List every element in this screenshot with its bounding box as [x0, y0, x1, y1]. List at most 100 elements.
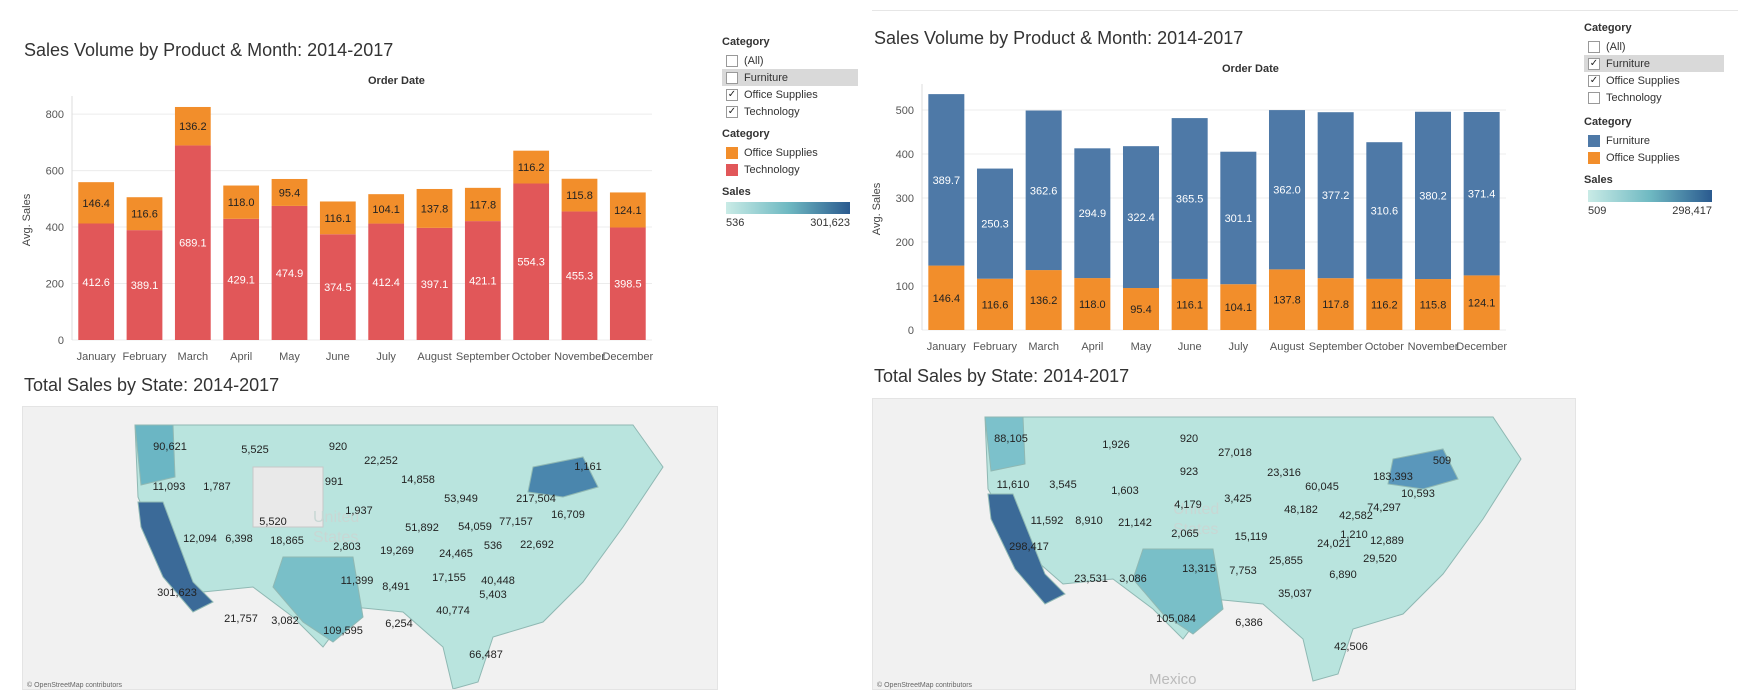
bar-segment-furniture[interactable]: [1074, 148, 1111, 279]
state-value-ut[interactable]: 6,398: [225, 533, 253, 545]
bar-segment-furniture[interactable]: [1122, 146, 1160, 289]
state-value-ny[interactable]: 217,504: [516, 493, 556, 505]
state-value-ks[interactable]: 2,803: [333, 541, 361, 553]
state-value-ca[interactable]: 301,623: [157, 587, 197, 599]
bar-segment-office-supplies[interactable]: [1317, 278, 1354, 330]
state-value-al[interactable]: 35,037: [1278, 588, 1312, 600]
bar-segment-technology[interactable]: [174, 145, 211, 340]
state-value-id[interactable]: 1,787: [203, 481, 231, 493]
bar-segment-furniture[interactable]: [1025, 110, 1062, 271]
state-value-ok[interactable]: 13,315: [1182, 563, 1216, 575]
state-value-oh[interactable]: 42,582: [1339, 510, 1373, 522]
filter-item-office-supplies[interactable]: ✓ Office Supplies: [1584, 72, 1724, 89]
state-value-nc[interactable]: 29,520: [1363, 553, 1397, 565]
filter-item-office-supplies[interactable]: ✓ Office Supplies: [722, 86, 858, 103]
stacked-bar-chart-right[interactable]: 0 100 200 300 400 500 Avg. Sales 146.4 389.7 Janu…: [870, 76, 1510, 366]
state-value-ne[interactable]: 4,179: [1174, 499, 1202, 511]
state-value-vt[interactable]: 509: [1432, 455, 1452, 467]
state-value-wy[interactable]: 1,603: [1111, 485, 1139, 497]
state-map-left[interactable]: United States 90,621 11,093 301,623 1,787 12…: [22, 406, 718, 690]
bar-segment-office-supplies[interactable]: [1463, 275, 1500, 330]
stacked-bar-chart-left[interactable]: 0 200 400 600 800 Avg. Sales 412.6 146.4 January…: [20, 88, 660, 378]
state-value-al[interactable]: 40,774: [436, 605, 470, 617]
bar-segment-technology[interactable]: [78, 223, 115, 340]
bar-segment-office-supplies[interactable]: [126, 197, 163, 231]
bar-segment-office-supplies[interactable]: [609, 192, 646, 228]
state-value-wi[interactable]: 14,858: [401, 474, 435, 486]
state-value-co[interactable]: 18,865: [270, 535, 304, 547]
bar-segment-technology[interactable]: [416, 227, 453, 340]
bar-segment-technology[interactable]: [609, 227, 646, 340]
state-value-ky[interactable]: 536: [483, 540, 503, 552]
state-value-ga[interactable]: 6,890: [1329, 569, 1357, 581]
state-value-nv[interactable]: 12,094: [183, 533, 217, 545]
state-value-mo[interactable]: 15,119: [1234, 531, 1268, 543]
filter-item-furniture[interactable]: ✓ Furniture: [1584, 55, 1724, 72]
bar-segment-office-supplies[interactable]: [368, 194, 405, 224]
state-value-pa[interactable]: 74,297: [1367, 502, 1401, 514]
state-value-nm[interactable]: 3,082: [271, 615, 299, 627]
state-value-in[interactable]: 24,021: [1317, 538, 1351, 550]
state-value-tx[interactable]: 109,595: [323, 625, 363, 637]
bar-segment-furniture[interactable]: [1317, 112, 1354, 279]
bar-segment-office-supplies[interactable]: [174, 106, 211, 146]
state-value-nm[interactable]: 3,086: [1119, 573, 1147, 585]
state-map-right[interactable]: United States 88,105 11,610 298,417 3,545 11…: [872, 398, 1576, 690]
bar-segment-technology[interactable]: [319, 234, 356, 340]
bar-segment-office-supplies[interactable]: [1268, 269, 1306, 330]
bar-segment-office-supplies[interactable]: [1220, 284, 1257, 330]
bar-segment-furniture[interactable]: [1220, 151, 1257, 285]
bar-segment-office-supplies[interactable]: [416, 188, 453, 228]
state-value-mn[interactable]: 27,018: [1218, 447, 1252, 459]
state-value-nd[interactable]: 920: [328, 441, 348, 453]
bar-segment-office-supplies[interactable]: [464, 187, 501, 222]
bar-segment-technology[interactable]: [126, 230, 163, 340]
state-value-nj[interactable]: 10,593: [1401, 488, 1435, 500]
filter-item-all[interactable]: (All): [722, 52, 858, 69]
checkbox[interactable]: ✓: [726, 105, 738, 118]
bar-segment-office-supplies[interactable]: [1122, 288, 1160, 330]
bar-segment-office-supplies[interactable]: [976, 278, 1014, 330]
state-value-ms[interactable]: 40,448: [481, 575, 515, 587]
state-value-az[interactable]: 23,531: [1074, 573, 1108, 585]
state-value-me[interactable]: 1,161: [574, 461, 602, 473]
state-value-nj[interactable]: 16,709: [551, 509, 585, 521]
state-value-wy[interactable]: 5,520: [259, 516, 287, 528]
state-value-la[interactable]: 6,254: [385, 618, 413, 630]
state-value-tn[interactable]: 25,855: [1269, 555, 1303, 567]
state-value-ar[interactable]: 8,491: [382, 581, 410, 593]
state-value-la[interactable]: 6,386: [1235, 617, 1263, 629]
filter-item-technology[interactable]: ✓ Technology: [722, 103, 858, 120]
state-value-mt[interactable]: 5,525: [241, 444, 269, 456]
state-value-ne[interactable]: 1,937: [345, 505, 373, 517]
state-value-tn[interactable]: 17,155: [432, 572, 466, 584]
state-value-az[interactable]: 21,757: [224, 613, 258, 625]
checkbox[interactable]: [1588, 91, 1600, 104]
bar-segment-office-supplies[interactable]: [319, 201, 356, 235]
legend-entry[interactable]: Office Supplies: [1584, 149, 1724, 166]
state-value-fl[interactable]: 66,487: [469, 649, 503, 661]
bar-segment-office-supplies[interactable]: [1366, 278, 1403, 330]
state-value-ar[interactable]: 7,753: [1229, 565, 1257, 577]
state-value-il[interactable]: 24,465: [439, 548, 473, 560]
state-value-wi[interactable]: 23,316: [1267, 467, 1301, 479]
state-value-nv[interactable]: 11,592: [1030, 515, 1064, 527]
bar-segment-office-supplies[interactable]: [78, 182, 115, 224]
bar-segment-technology[interactable]: [513, 183, 550, 340]
state-value-va[interactable]: 12,889: [1370, 535, 1404, 547]
bar-segment-office-supplies[interactable]: [271, 178, 308, 206]
state-value-in[interactable]: 54,059: [458, 521, 492, 533]
state-value-ks[interactable]: 2,065: [1171, 528, 1199, 540]
state-value-wa[interactable]: 90,621: [153, 441, 187, 453]
state-value-ia[interactable]: 3,425: [1224, 493, 1252, 505]
state-value-fl[interactable]: 42,506: [1334, 641, 1368, 653]
bar-segment-office-supplies[interactable]: [1074, 278, 1111, 330]
bar-segment-office-supplies[interactable]: [1414, 279, 1452, 330]
bar-segment-furniture[interactable]: [1171, 118, 1208, 279]
state-value-or[interactable]: 11,093: [152, 481, 186, 493]
checkbox[interactable]: [726, 54, 738, 67]
state-value-mn[interactable]: 22,252: [364, 455, 398, 467]
state-value-ga[interactable]: 5,403: [479, 589, 507, 601]
bar-segment-technology[interactable]: [368, 223, 405, 340]
bar-segment-furniture[interactable]: [1463, 111, 1500, 276]
